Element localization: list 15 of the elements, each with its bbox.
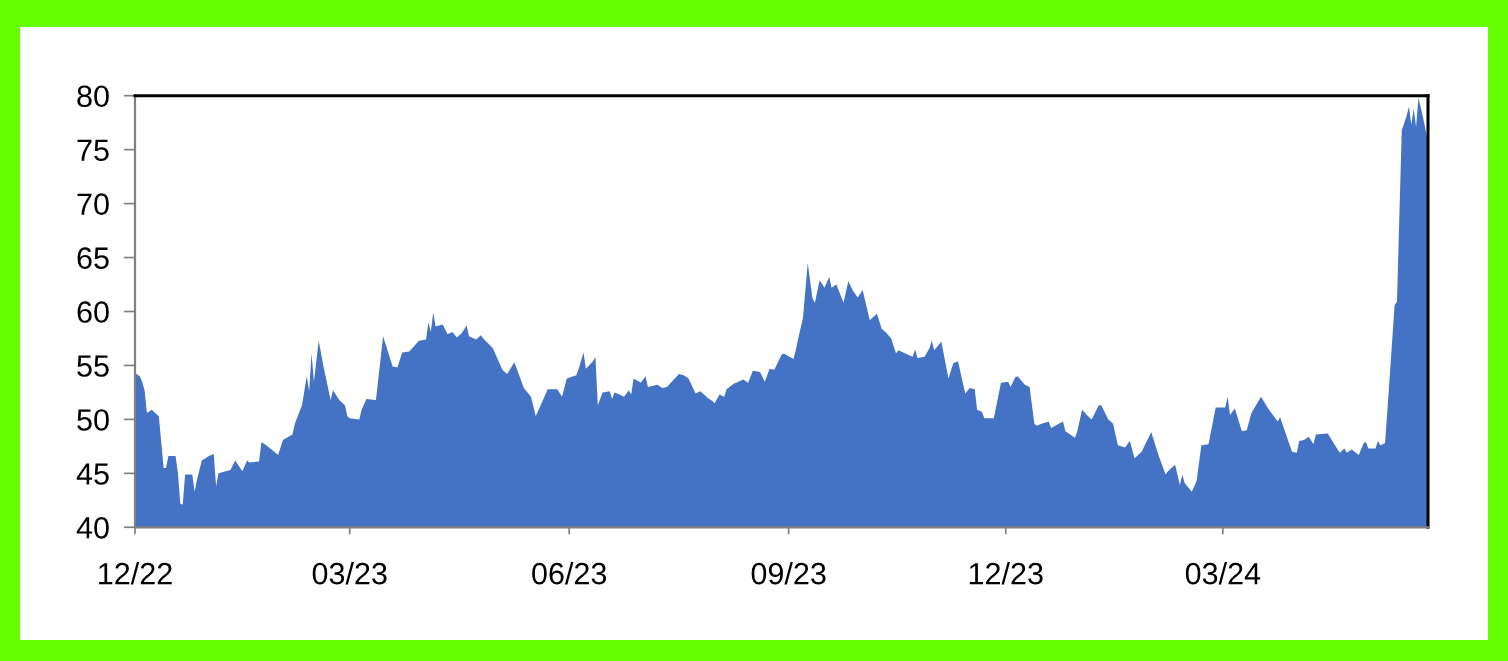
y-tick-label: 60 xyxy=(77,301,109,323)
x-tick-label: 12/23 xyxy=(969,562,1043,585)
x-tick-label: 06/23 xyxy=(532,562,607,585)
x-tick-label: 09/23 xyxy=(751,562,826,585)
x-tick-label: 03/23 xyxy=(312,562,387,585)
y-tick-label: 65 xyxy=(77,247,109,269)
y-tick-label: 75 xyxy=(77,139,109,162)
y-tick-label: 55 xyxy=(77,355,109,377)
y-tick-label: 40 xyxy=(76,517,109,539)
y-tick-label: 80 xyxy=(77,85,109,108)
x-tick-label: 03/24 xyxy=(1185,562,1261,585)
y-tick-label: 45 xyxy=(76,463,109,485)
y-tick-label: 70 xyxy=(77,193,109,215)
y-tick-label: 50 xyxy=(77,409,109,431)
x-tick-label: 12/22 xyxy=(99,562,172,585)
